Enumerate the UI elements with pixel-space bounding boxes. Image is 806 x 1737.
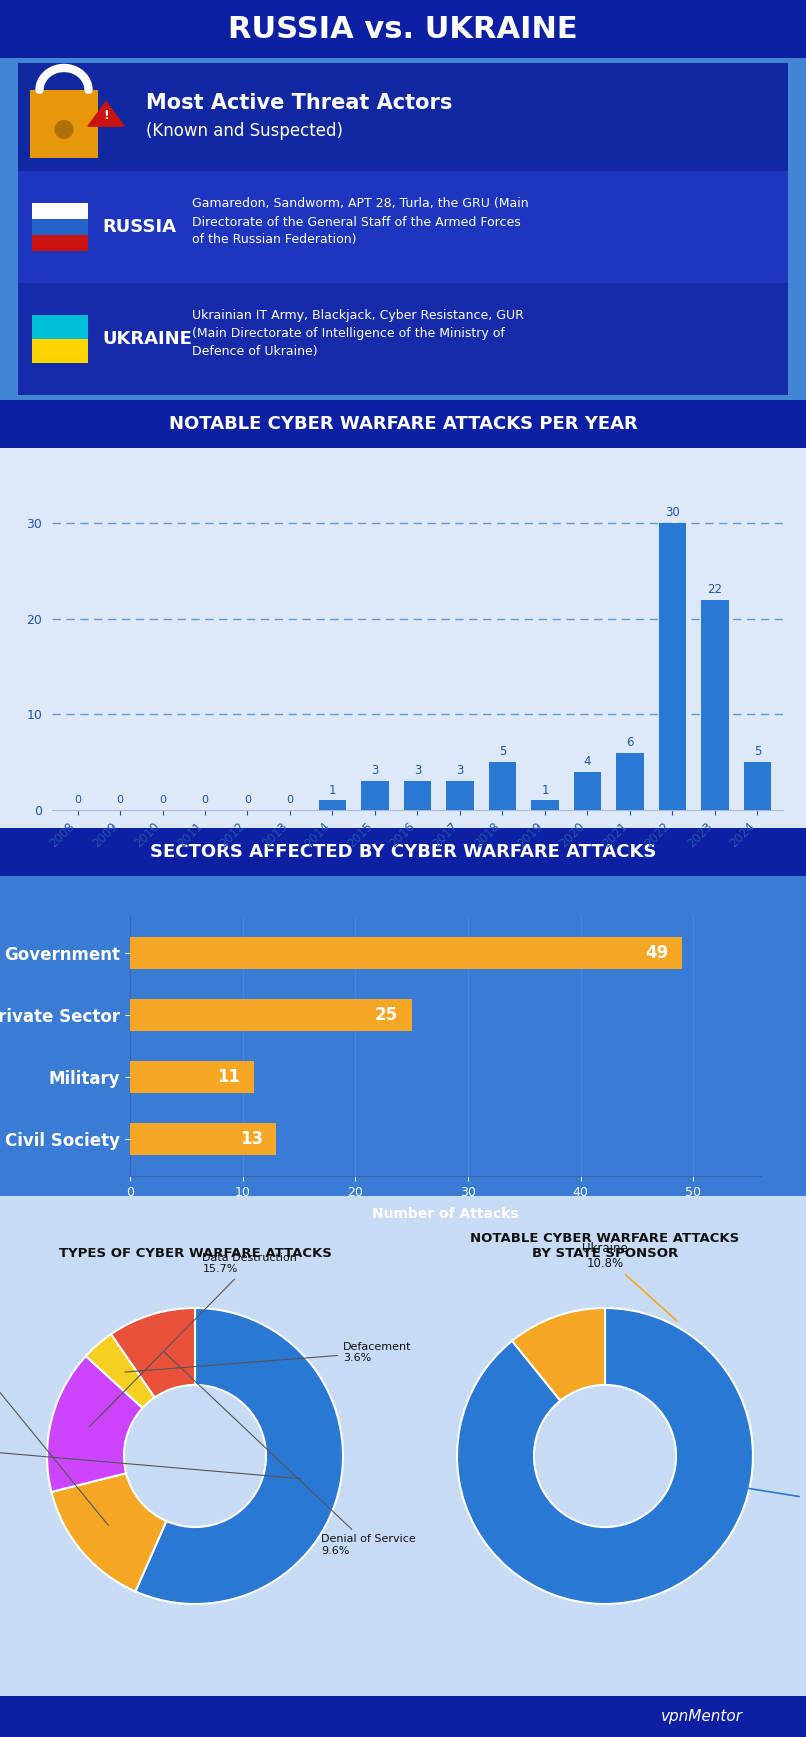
Text: Espionage
56.6%: Espionage 56.6% (0, 1438, 301, 1478)
FancyBboxPatch shape (0, 1197, 806, 1695)
FancyBboxPatch shape (0, 875, 806, 1197)
FancyBboxPatch shape (18, 63, 788, 394)
Wedge shape (457, 1308, 753, 1603)
Text: 1: 1 (329, 783, 336, 797)
Text: Ukrainian IT Army, Blackjack, Cyber Resistance, GUR
(Main Directorate of Intelli: Ukrainian IT Army, Blackjack, Cyber Resi… (192, 309, 524, 358)
Text: 0: 0 (159, 796, 166, 806)
Text: RUSSIA: RUSSIA (102, 219, 176, 236)
FancyBboxPatch shape (32, 219, 88, 234)
FancyBboxPatch shape (18, 170, 788, 283)
Text: UKRAINE: UKRAINE (102, 330, 192, 347)
X-axis label: Number of Attacks: Number of Attacks (372, 1207, 519, 1221)
FancyBboxPatch shape (32, 234, 88, 252)
FancyBboxPatch shape (0, 448, 806, 829)
Title: NOTABLE CYBER WARFARE ATTACKS
BY STATE SPONSOR: NOTABLE CYBER WARFARE ATTACKS BY STATE S… (471, 1232, 740, 1259)
Text: !: ! (103, 109, 109, 122)
Text: 0: 0 (286, 796, 293, 806)
Text: NOTABLE CYBER WARFARE ATTACKS PER YEAR: NOTABLE CYBER WARFARE ATTACKS PER YEAR (168, 415, 638, 433)
Bar (361, 782, 388, 809)
Text: 0: 0 (244, 796, 251, 806)
Wedge shape (111, 1308, 195, 1398)
Text: 0: 0 (74, 796, 81, 806)
Text: 13: 13 (240, 1129, 263, 1148)
Text: vpnMentor: vpnMentor (661, 1709, 743, 1725)
Wedge shape (86, 1334, 155, 1409)
Text: SECTORS AFFECTED BY CYBER WARFARE ATTACKS: SECTORS AFFECTED BY CYBER WARFARE ATTACK… (150, 842, 656, 862)
Bar (744, 763, 771, 809)
Bar (130, 1122, 276, 1155)
Wedge shape (52, 1473, 166, 1591)
Text: RUSSIA vs. UKRAINE: RUSSIA vs. UKRAINE (228, 14, 578, 43)
Bar (531, 801, 559, 809)
Text: 25: 25 (375, 1006, 398, 1025)
FancyBboxPatch shape (30, 90, 98, 158)
Bar (488, 763, 517, 809)
Text: 11: 11 (218, 1068, 240, 1086)
Bar (447, 782, 474, 809)
Text: 5: 5 (499, 745, 506, 759)
Text: 3: 3 (372, 764, 379, 778)
Circle shape (55, 120, 73, 139)
Text: Most Active Threat Actors: Most Active Threat Actors (146, 94, 452, 113)
FancyBboxPatch shape (0, 829, 806, 875)
FancyBboxPatch shape (32, 339, 88, 363)
Text: 0: 0 (117, 796, 123, 806)
Text: 3: 3 (456, 764, 463, 778)
FancyBboxPatch shape (0, 57, 806, 400)
Text: 4: 4 (584, 756, 592, 768)
Text: 30: 30 (665, 507, 680, 519)
Text: 22: 22 (708, 584, 722, 596)
Bar (130, 1061, 254, 1093)
FancyBboxPatch shape (0, 1695, 806, 1737)
Bar (701, 599, 729, 809)
FancyBboxPatch shape (0, 400, 806, 448)
FancyBboxPatch shape (32, 314, 88, 339)
Bar (617, 752, 644, 809)
Text: 1: 1 (542, 783, 549, 797)
Bar (130, 999, 412, 1032)
Bar (659, 523, 687, 809)
Text: Gamaredon, Sandworm, APT 28, Turla, the GRU (Main
Directorate of the General Sta: Gamaredon, Sandworm, APT 28, Turla, the … (192, 198, 529, 247)
Text: 6: 6 (626, 736, 634, 749)
Text: 49: 49 (646, 945, 669, 962)
Text: 5: 5 (754, 745, 761, 759)
Wedge shape (135, 1308, 343, 1603)
Text: Defacement
3.6%: Defacement 3.6% (125, 1341, 412, 1372)
Text: Data Destruction
15.7%: Data Destruction 15.7% (89, 1252, 297, 1426)
Bar (130, 936, 682, 969)
Polygon shape (88, 101, 124, 127)
Bar (404, 782, 431, 809)
Text: 0: 0 (202, 796, 209, 806)
Text: (Known and Suspected): (Known and Suspected) (146, 122, 343, 141)
Wedge shape (47, 1357, 143, 1492)
Bar (318, 801, 347, 809)
FancyBboxPatch shape (32, 203, 88, 219)
Text: Denial of Service
9.6%: Denial of Service 9.6% (164, 1351, 416, 1556)
Text: Sabotage
14.5%: Sabotage 14.5% (0, 1334, 108, 1525)
Text: 3: 3 (413, 764, 422, 778)
FancyBboxPatch shape (18, 283, 788, 394)
FancyBboxPatch shape (0, 0, 806, 57)
Text: Ukraine
10.8%: Ukraine 10.8% (582, 1242, 677, 1320)
Bar (574, 771, 601, 809)
Title: TYPES OF CYBER WARFARE ATTACKS: TYPES OF CYBER WARFARE ATTACKS (59, 1247, 331, 1259)
FancyBboxPatch shape (18, 63, 788, 170)
Wedge shape (512, 1308, 605, 1400)
Text: Russia
89.2%: Russia 89.2% (733, 1487, 806, 1515)
